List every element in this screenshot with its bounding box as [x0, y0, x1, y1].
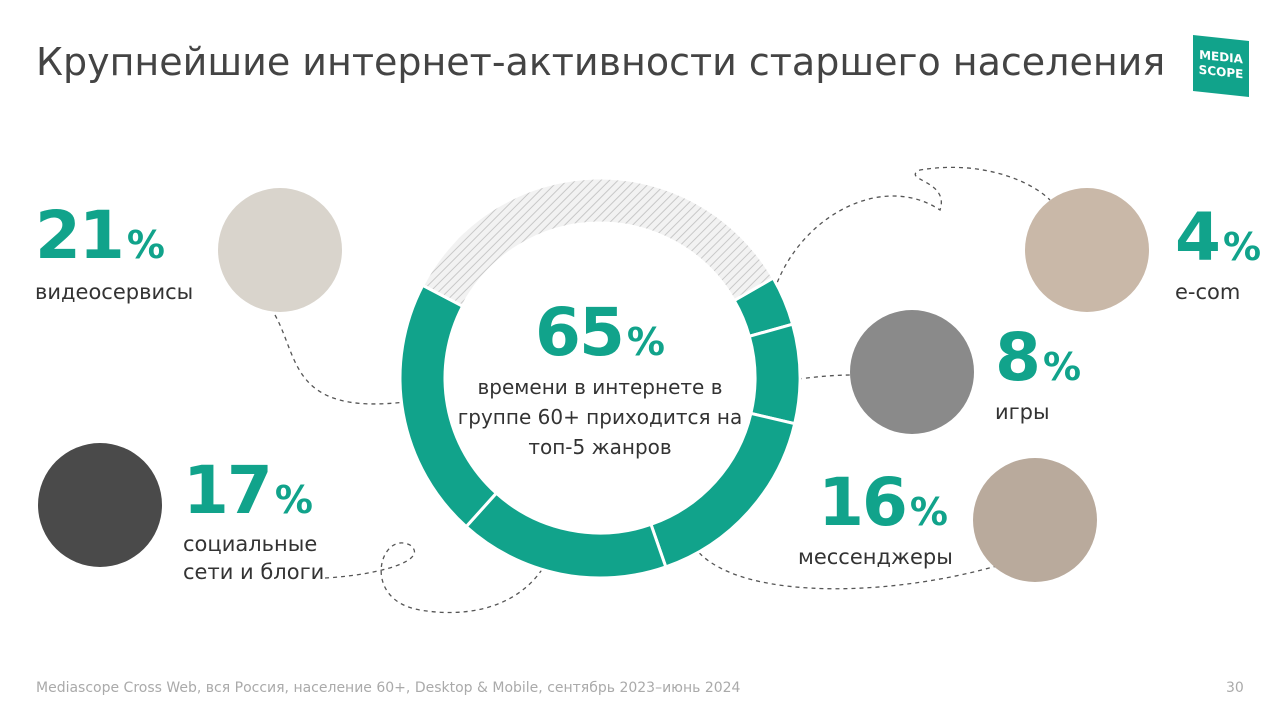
total-caption: времени в интернете в группе 60+ приходи… — [457, 375, 743, 459]
source: Mediascope Cross Web, вся Россия, населе… — [36, 680, 741, 696]
category-label: игры — [995, 400, 1050, 424]
value-label: 16% — [818, 464, 948, 541]
category-label: социальные сети и блоги — [183, 532, 325, 584]
category-label: мессенджеры — [798, 545, 953, 569]
page-number: 30 — [1226, 680, 1244, 696]
photos — [38, 188, 1149, 582]
donut-remainder — [420, 176, 776, 309]
category-label: e-com — [1175, 280, 1241, 304]
donut-segment — [464, 491, 668, 580]
donut — [398, 176, 802, 580]
total-label: 65% — [535, 294, 665, 371]
value-label: 17% — [183, 452, 313, 529]
value-label: 8% — [995, 319, 1082, 396]
title: Крупнейшие интернет-активности старшего … — [36, 40, 1166, 84]
donut-segment — [747, 322, 802, 426]
category-label: видеосервисы — [35, 280, 194, 304]
value-label: 4% — [1175, 199, 1262, 276]
value-label: 21% — [35, 197, 165, 274]
